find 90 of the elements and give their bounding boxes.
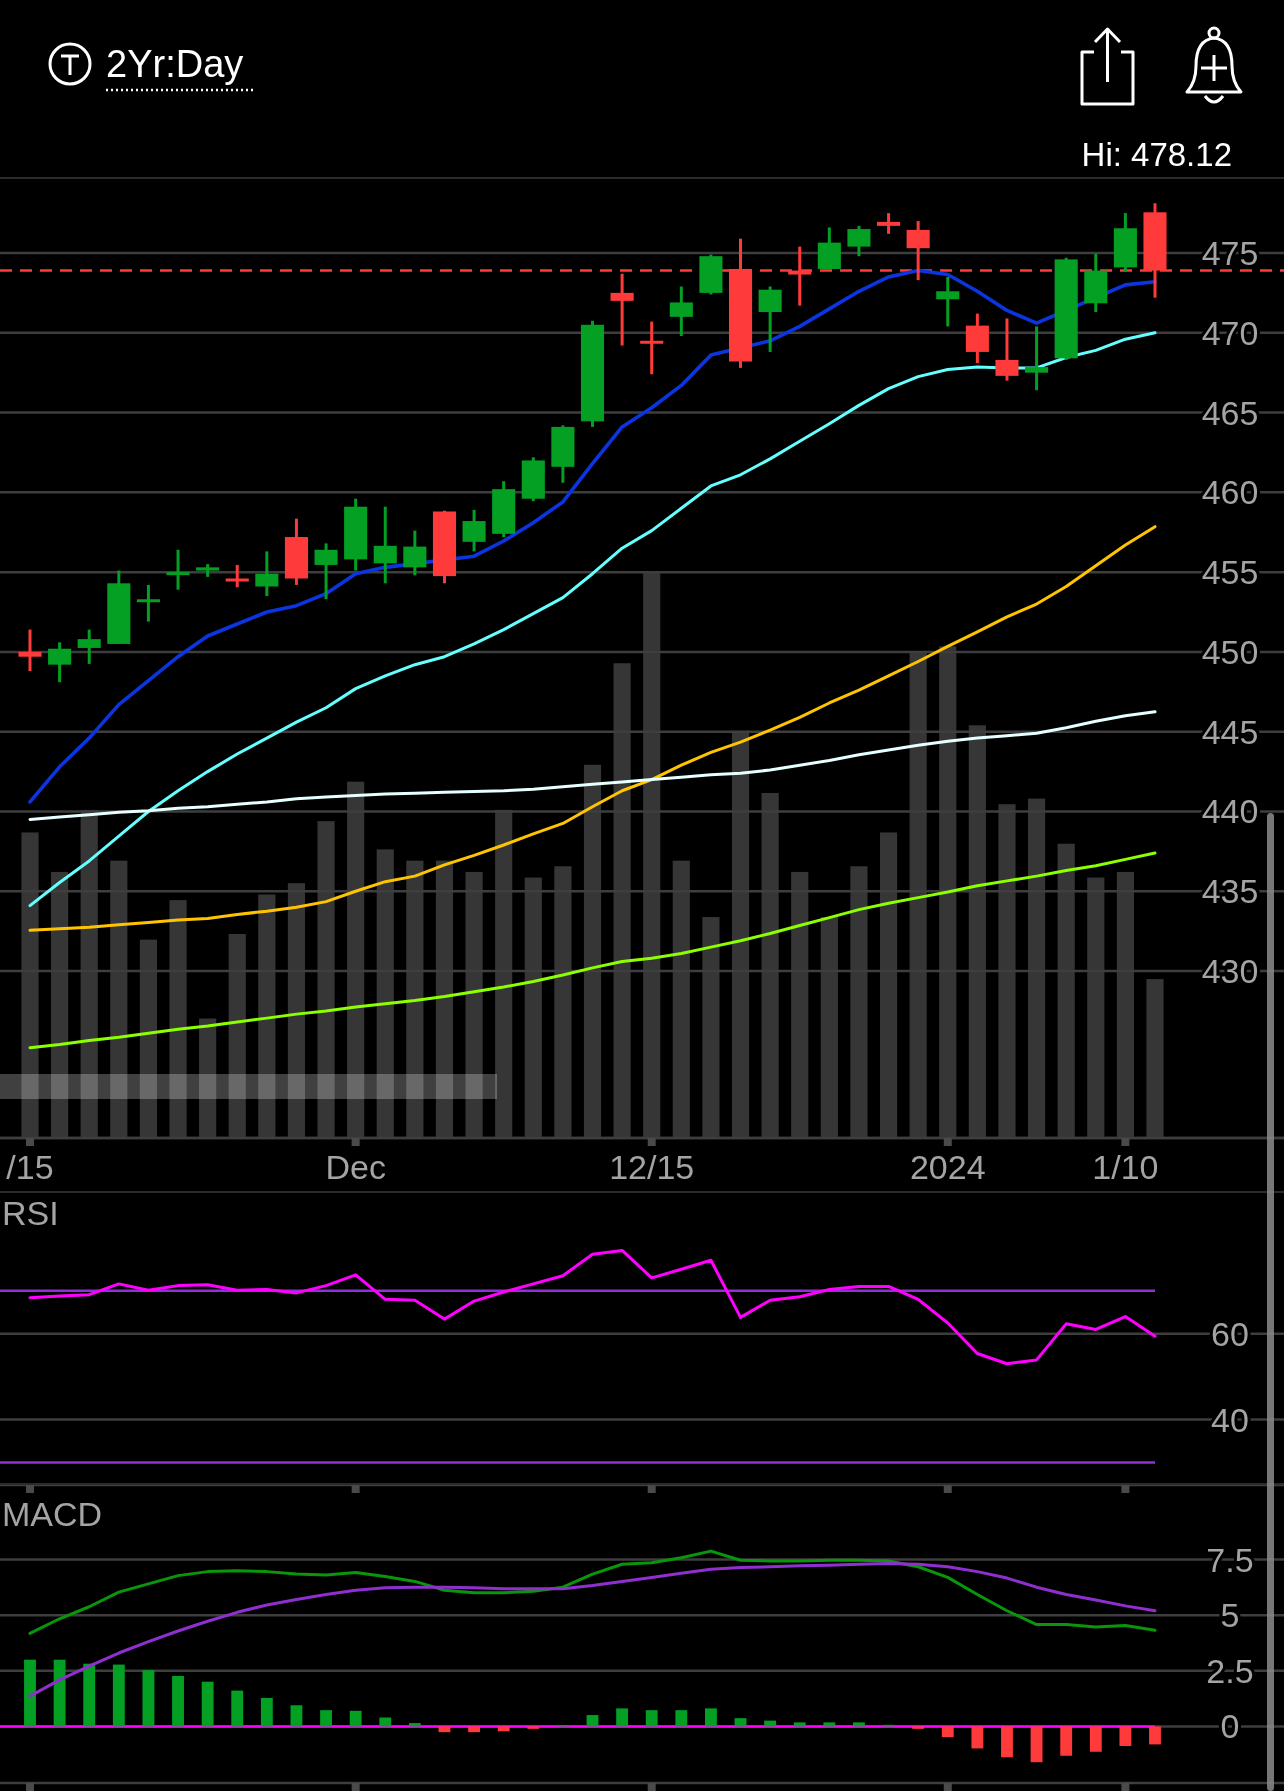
y-tick-label: 440 [1201, 792, 1259, 831]
bar [912, 1726, 925, 1729]
chart-title: RSI [2, 1194, 59, 1232]
bar [734, 1718, 747, 1727]
candlestick [373, 506, 397, 584]
bar [290, 1705, 303, 1727]
bar [201, 1681, 214, 1727]
y-tick-label: 460 [1201, 473, 1259, 512]
candlestick [166, 548, 190, 590]
y-tick-label: 5 [1220, 1596, 1240, 1635]
y-tick-label: 40 [1211, 1400, 1249, 1439]
candlestick [18, 629, 42, 673]
x-tick-label: /15 [6, 1148, 54, 1186]
bar [142, 1670, 155, 1727]
bar [53, 1659, 66, 1727]
bar [438, 1726, 451, 1733]
bar [675, 1710, 688, 1727]
candlestick [995, 318, 1019, 381]
line-series [28, 1248, 1157, 1366]
line-series [28, 1549, 1157, 1635]
candlestick [1025, 326, 1049, 392]
y-tick-label: 435 [1201, 872, 1259, 911]
line-series [28, 851, 1157, 1050]
candlestick [847, 224, 871, 258]
bar [1119, 1726, 1132, 1746]
candlestick [758, 286, 782, 352]
bar [1030, 1726, 1043, 1763]
line-series [28, 1561, 1157, 1698]
bar [231, 1690, 244, 1727]
bar [349, 1710, 362, 1727]
y-tick-label: 470 [1201, 313, 1259, 352]
y-tick-label: 430 [1201, 952, 1259, 991]
candlestick [906, 221, 930, 282]
bar [645, 1710, 658, 1727]
bar [793, 1722, 806, 1727]
candlestick [225, 563, 249, 588]
x-tick-label: 2024 [909, 1148, 986, 1186]
line-series [28, 331, 1157, 908]
chart-title: 2Yr:Day [106, 43, 244, 85]
candlestick [669, 286, 693, 336]
bar [172, 1675, 184, 1727]
bar [823, 1722, 836, 1727]
chart-title: MACD [2, 1495, 103, 1533]
bar [941, 1726, 954, 1738]
y-tick-label: 445 [1201, 712, 1259, 751]
bar [1060, 1726, 1073, 1756]
bar [497, 1726, 510, 1732]
bar [468, 1726, 480, 1733]
y-tick-label: 7.5 [1206, 1540, 1254, 1579]
bar [1089, 1726, 1102, 1752]
line-series [28, 268, 1157, 804]
bar [853, 1722, 865, 1727]
x-tick-label: Dec [325, 1148, 386, 1186]
bar [112, 1664, 125, 1727]
candlestick [936, 275, 960, 327]
x-tick-label: 12/15 [609, 1148, 695, 1186]
bar [379, 1717, 392, 1727]
candlestick [48, 642, 72, 684]
bar [83, 1663, 96, 1727]
x-tick-label: 1/10 [1092, 1148, 1159, 1186]
candlestick [255, 551, 279, 598]
bar [971, 1726, 984, 1749]
candlestick [640, 321, 664, 375]
candlestick [136, 583, 160, 622]
candlestick [877, 213, 901, 234]
line-series [28, 710, 1157, 821]
bar [320, 1710, 332, 1727]
candlestick [462, 508, 486, 552]
candlestick [314, 543, 338, 600]
candlestick [610, 273, 634, 346]
y-tick-label: 0 [1220, 1707, 1240, 1746]
y-tick-label: 465 [1201, 393, 1259, 432]
bar [616, 1708, 629, 1727]
y-tick-label: 455 [1201, 553, 1259, 592]
candlestick [403, 530, 427, 576]
bar [527, 1726, 540, 1729]
y-tick-label: 2.5 [1206, 1651, 1254, 1690]
text: Hi: 478.12 [1081, 136, 1232, 173]
bar [408, 1723, 421, 1727]
bar [260, 1697, 273, 1727]
y-tick-label: 475 [1201, 234, 1259, 272]
y-tick-label: 60 [1211, 1314, 1249, 1353]
y-tick-label: 450 [1201, 632, 1259, 671]
line-series [28, 525, 1157, 932]
bar [24, 1659, 36, 1727]
bar [1149, 1726, 1161, 1745]
bar [586, 1715, 599, 1727]
bar [705, 1708, 717, 1727]
candlestick [77, 629, 101, 664]
bar [1001, 1726, 1013, 1758]
